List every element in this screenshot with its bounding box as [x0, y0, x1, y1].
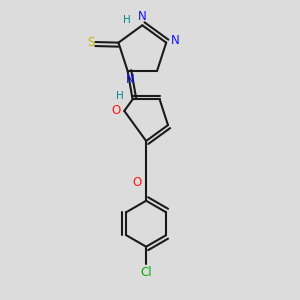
Text: O: O — [132, 176, 142, 189]
Text: H: H — [122, 15, 130, 25]
Text: N: N — [126, 74, 135, 86]
Text: N: N — [171, 34, 180, 47]
Text: N: N — [138, 10, 147, 22]
Text: S: S — [87, 35, 94, 49]
Text: H: H — [116, 91, 124, 101]
Text: Cl: Cl — [140, 266, 152, 279]
Text: O: O — [111, 104, 120, 117]
